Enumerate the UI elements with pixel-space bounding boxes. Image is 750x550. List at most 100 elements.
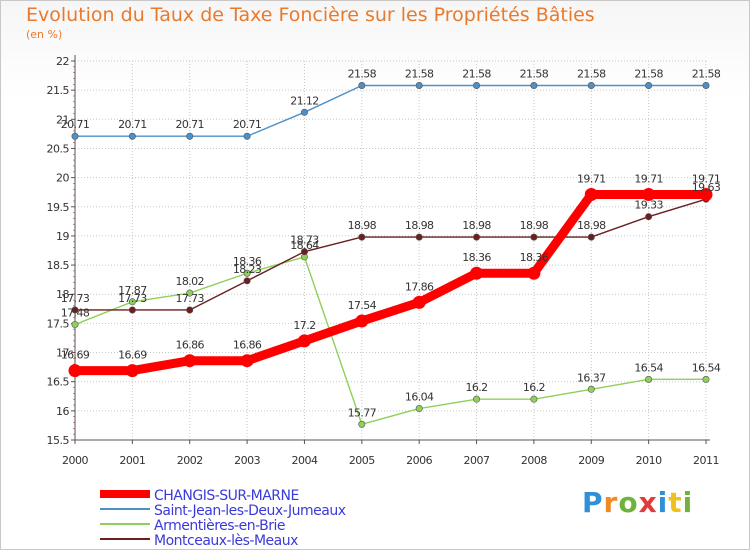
- series-line-1: [70, 190, 711, 376]
- data-point: [699, 188, 713, 202]
- y-tick-label: 20: [56, 172, 69, 185]
- logo-letter: o: [618, 486, 639, 519]
- data-label: 16.54: [634, 361, 663, 374]
- data-point: [470, 266, 484, 280]
- y-tick-label: 18: [56, 288, 69, 301]
- y-tick-label: 15.5: [47, 434, 70, 447]
- y-tick-label: 16: [56, 405, 69, 418]
- data-point: [473, 81, 481, 89]
- data-label: 21.58: [462, 67, 491, 80]
- data-label: 18.98: [462, 219, 491, 232]
- data-point: [183, 354, 197, 368]
- data-label: 19.71: [692, 173, 721, 186]
- data-point: [587, 81, 595, 89]
- y-tick-label: 21.5: [47, 84, 70, 97]
- y-tick-label: 17: [56, 347, 69, 360]
- data-point: [702, 81, 710, 89]
- data-point: [243, 277, 251, 285]
- data-point: [584, 188, 598, 202]
- data-label: 17.86: [405, 280, 434, 293]
- legend-label: Armentières-en-Brie: [154, 518, 285, 534]
- x-tick-label: 2006: [406, 454, 432, 467]
- data-label: 19.71: [577, 173, 606, 186]
- y-tick-label: 19.5: [47, 201, 70, 214]
- data-point: [358, 233, 366, 241]
- x-tick-label: 2007: [464, 454, 490, 467]
- data-point: [415, 233, 423, 241]
- data-point: [240, 354, 254, 368]
- legend-label: Saint-Jean-les-Deux-Jumeaux: [154, 503, 346, 519]
- data-label: 21.58: [348, 67, 377, 80]
- logo-letter: i: [682, 486, 694, 519]
- data-point: [473, 233, 481, 241]
- data-point: [702, 375, 710, 383]
- data-label: 16.2: [523, 381, 545, 394]
- data-label: 18.23: [233, 263, 262, 276]
- data-point: [297, 334, 311, 348]
- data-label: 18.98: [405, 219, 434, 232]
- x-tick-label: 2001: [119, 454, 145, 467]
- data-point: [530, 81, 538, 89]
- y-tick-label: 22: [56, 55, 69, 68]
- data-point: [71, 132, 79, 140]
- x-tick-label: 2003: [234, 454, 260, 467]
- data-label: 17.54: [348, 299, 377, 312]
- data-point: [186, 306, 194, 314]
- grid: [74, 60, 707, 441]
- series-layer: [68, 81, 713, 428]
- data-point: [645, 375, 653, 383]
- y-tick-label: 17.5: [47, 317, 70, 330]
- y-tick-label: 20.5: [47, 142, 70, 155]
- data-label: 21.58: [634, 67, 663, 80]
- data-label: 21.58: [692, 67, 721, 80]
- series-line-3: [74, 256, 707, 425]
- data-label: 20.71: [175, 118, 204, 131]
- data-point: [415, 81, 423, 89]
- data-label: 17.73: [61, 292, 90, 305]
- data-point: [68, 364, 82, 378]
- data-label: 17.48: [61, 307, 90, 320]
- data-label: 18.64: [290, 239, 319, 252]
- data-point: [71, 321, 79, 329]
- data-label: 17.73: [175, 292, 204, 305]
- data-point: [587, 385, 595, 393]
- data-point: [530, 233, 538, 241]
- data-point: [186, 289, 194, 297]
- x-tick-label: 2011: [693, 454, 719, 467]
- x-tick-label: 2000: [62, 454, 88, 467]
- data-label: 20.71: [118, 118, 147, 131]
- logo-letter: i: [657, 486, 669, 519]
- data-label: 21.58: [405, 67, 434, 80]
- data-point: [71, 306, 79, 314]
- series-line-4: [74, 198, 707, 311]
- series-line-2: [74, 84, 707, 137]
- data-point: [415, 405, 423, 413]
- data-label: 17.87: [118, 284, 147, 297]
- data-point: [300, 248, 308, 256]
- data-point: [243, 132, 251, 140]
- data-label: 18.98: [348, 219, 377, 232]
- data-point: [473, 395, 481, 403]
- data-point: [527, 266, 541, 280]
- data-label: 20.71: [61, 118, 90, 131]
- data-label: 17.2: [293, 319, 315, 332]
- data-label: 16.69: [61, 349, 90, 362]
- x-tick-label: 2009: [578, 454, 604, 467]
- data-label: 16.86: [233, 339, 262, 352]
- axes: 15.5 16 16.5 17 17.5 18 18.5 19 19.5 20 20.5 21 21.5…: [47, 55, 720, 467]
- data-label: 18.73: [290, 234, 319, 247]
- data-point: [358, 420, 366, 428]
- data-labels: 20.71 20.71 20.71 20.71 21.12 21.58 21.58 21.58…: [61, 67, 722, 419]
- data-point: [358, 81, 366, 89]
- data-point: [587, 233, 595, 241]
- data-label: 21.58: [520, 67, 549, 80]
- data-label: 18.36: [233, 255, 262, 268]
- x-tick-label: 2010: [636, 454, 662, 467]
- x-tick-label: 2002: [177, 454, 203, 467]
- unit-label: (en %): [26, 28, 63, 41]
- logo-letter: r: [603, 486, 619, 519]
- data-label: 21.58: [577, 67, 606, 80]
- data-label: 20.71: [233, 118, 262, 131]
